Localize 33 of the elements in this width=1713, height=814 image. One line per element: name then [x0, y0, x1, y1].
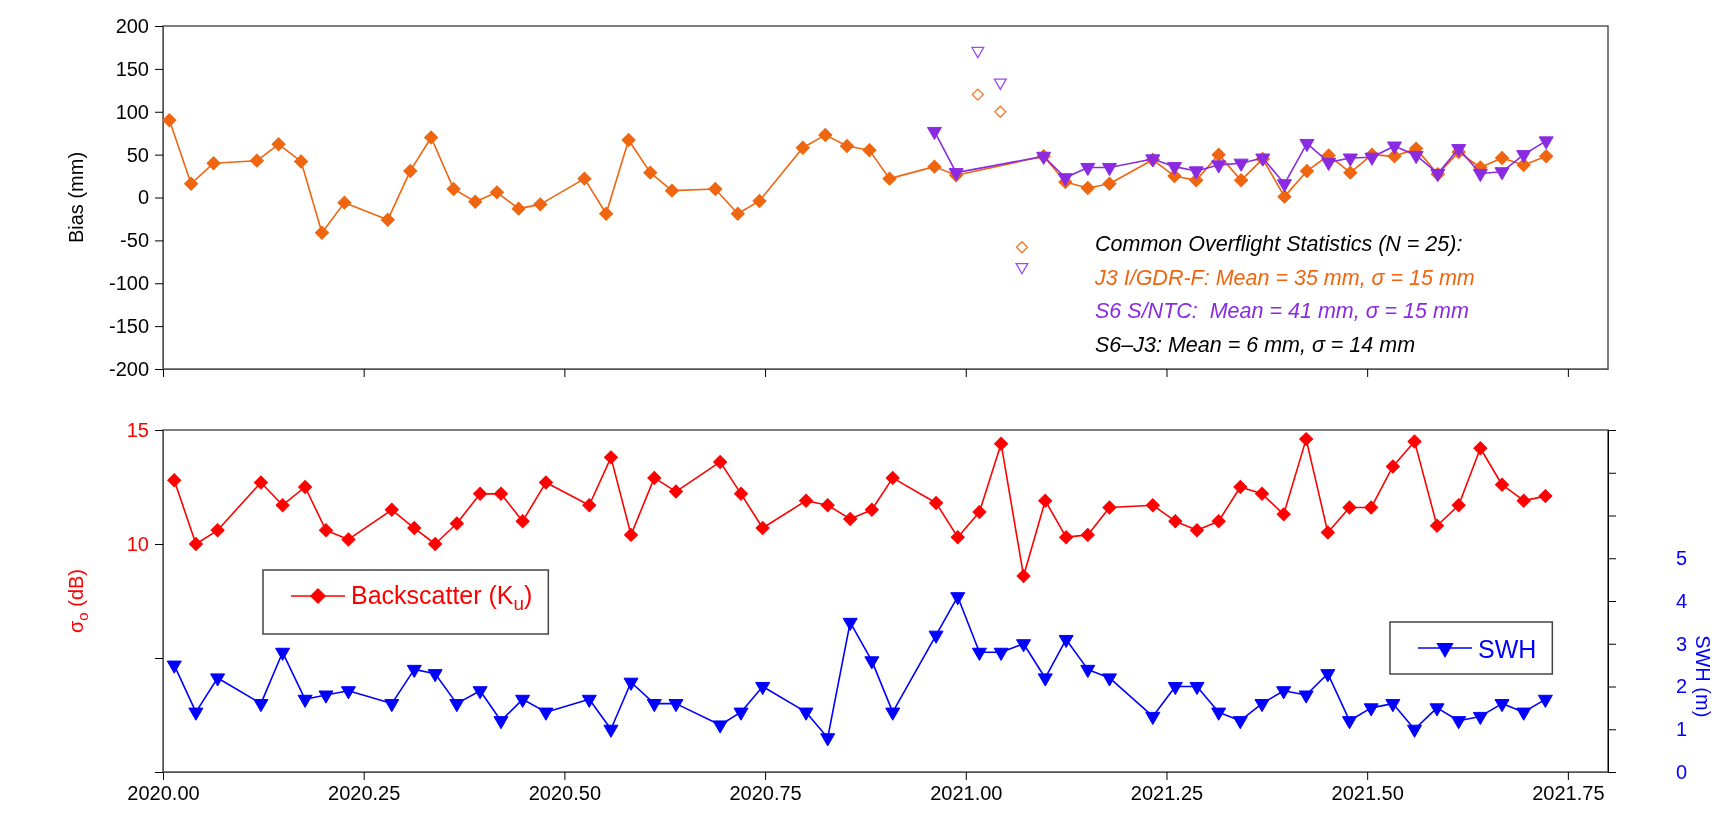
y-axis-title: Bias (mm): [65, 151, 87, 244]
annotation: Common Overflight Statistics (N = 25):: [1095, 232, 1463, 256]
x-tick-label: 2021.50: [1331, 782, 1404, 805]
y-tick-label: 15: [126, 418, 149, 441]
y-tick-label: -50: [120, 229, 149, 252]
x-tick-label: 2020.00: [127, 782, 200, 805]
x-tick-label: 2020.25: [328, 782, 401, 805]
y-tick-label: 200: [115, 14, 149, 37]
x-tick-label: 2021.25: [1130, 782, 1204, 805]
y-tick-label: 50: [126, 143, 149, 166]
y-tick-label: 10: [126, 532, 149, 555]
legend-label: Backscatter (K$_{u}$): [351, 581, 533, 614]
x-tick-label: 2020.50: [528, 782, 602, 805]
x-tick-label: 2020.75: [729, 782, 802, 805]
x-tick-label: 2021.75: [1532, 782, 1605, 805]
y2-tick-label: 5: [1676, 547, 1688, 570]
annotation: S6–J3: Mean = 6 mm, σ = 14 mm: [1095, 332, 1416, 357]
legend-label: SWH: [1478, 635, 1537, 663]
y-tick-label: -150: [108, 315, 149, 338]
y-tick-label: 150: [115, 57, 149, 80]
y-tick-label: 100: [115, 100, 149, 123]
x-tick-label: 2021.00: [930, 782, 1003, 805]
annotation: J3 I/GDR-F: Mean = 35 mm, σ = 15 mm: [1094, 265, 1475, 290]
y-tick-label: 0: [137, 186, 149, 209]
y2-tick-label: 0: [1676, 760, 1688, 783]
y-tick-label: -100: [108, 272, 149, 295]
y2-tick-label: 4: [1676, 589, 1688, 612]
annotation: S6 S/NTC: Mean = 41 mm, σ = 15 mm: [1095, 299, 1469, 323]
y2-tick-label: 3: [1676, 632, 1688, 655]
y2-tick-label: 2: [1676, 675, 1688, 698]
y2-tick-label: 1: [1676, 718, 1688, 741]
y2-axis-title: SWH (m): [1692, 635, 1713, 718]
y-tick-label: -200: [108, 357, 149, 380]
